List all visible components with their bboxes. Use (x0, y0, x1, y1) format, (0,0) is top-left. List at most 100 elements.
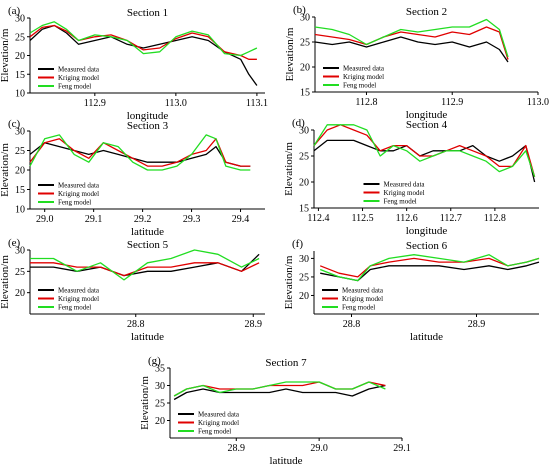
series-kriging-modelline (314, 26, 509, 60)
series-measured-dataline (314, 36, 509, 63)
legend-label: Feng model (343, 82, 376, 90)
legend-label: Feng model (384, 198, 417, 206)
legend-label: Kriging model (198, 419, 239, 427)
panel-label: (d) (292, 117, 305, 129)
x-tick-label: 28.9 (468, 319, 486, 330)
y-tick-label: 25 (155, 399, 165, 410)
panel-label: (e) (8, 237, 21, 249)
series-measured-dataline (173, 384, 386, 401)
x-tick-label: 112.8 (484, 213, 506, 224)
chart-panel-1: 10 15 20 25 30 112.9 113.0 113.1 Section 1 (a) lon… (0, 5, 268, 122)
x-tick-label: 112.9 (84, 98, 106, 109)
x-axis-label: latitude (131, 331, 164, 343)
x-tick-label: 28.9 (245, 319, 263, 330)
chart-panel-6: 20 25 30 28.8 28.9 Section 6 (f) latitude Elevat… (283, 238, 540, 343)
x-tick-label: 28.8 (127, 319, 145, 330)
panel-label: (f) (292, 238, 303, 250)
x-tick-label: 113.1 (246, 98, 268, 109)
legend-label: Feng model (58, 83, 91, 91)
y-tick-label: 25 (15, 267, 25, 278)
y-tick-label: 20 (15, 51, 25, 62)
legend-label: Measured data (58, 66, 100, 74)
x-tick-label: 112.6 (396, 213, 418, 224)
panel-label: (b) (293, 4, 306, 16)
x-tick-label: 112.5 (351, 213, 373, 224)
legend-label: Kriging model (342, 295, 383, 303)
legend-label: Measured data (58, 287, 100, 295)
chart-panel-7: 20 25 30 35 28.9 29.0 29.1 Section 7 (g) latitude… (139, 355, 411, 467)
x-axis-label: latitude (131, 226, 164, 238)
y-tick-label: 25 (15, 32, 25, 43)
x-tick-label: 112.8 (355, 97, 377, 108)
legend-label: Feng model (198, 428, 231, 436)
x-tick-label: 112.4 (307, 213, 329, 224)
series-feng-modelline (29, 21, 258, 57)
x-tick-label: 29.1 (393, 443, 411, 454)
y-tick-label: 30 (155, 381, 165, 392)
y-tick-label: 20 (300, 63, 310, 74)
x-tick-label: 29.0 (310, 443, 328, 454)
panel-label: (g) (148, 355, 161, 367)
series-feng-modelline (173, 381, 386, 397)
x-tick-label: 29.0 (36, 214, 54, 225)
legend-label: Kriging model (384, 189, 425, 197)
chart-title: Section 1 (127, 7, 168, 19)
series-kriging-modelline (29, 24, 257, 60)
y-tick-label: 30 (15, 127, 25, 138)
x-axis-label: latitude (410, 331, 443, 343)
y-tick-label: 20 (15, 288, 25, 299)
series-feng-modelline (30, 249, 260, 281)
x-axis-label: longitude (127, 110, 169, 122)
chart-title: Section 5 (127, 239, 169, 251)
y-tick-label: 15 (299, 204, 309, 215)
series-kriging-modelline (30, 262, 260, 277)
y-axis-label: Elevation/m (0, 28, 11, 82)
x-axis-label: latitude (270, 455, 303, 467)
y-tick-label: 20 (299, 178, 309, 189)
y-axis-label: Elevation/m (0, 255, 11, 309)
series-feng-modelline (314, 18, 509, 58)
y-axis-label: Elevation/m (283, 255, 295, 309)
legend-label: Measured data (343, 65, 385, 73)
series-feng-modelline (319, 254, 540, 282)
y-tick-label: 30 (300, 13, 310, 24)
y-tick-label: 10 (15, 89, 25, 100)
chart-title: Section 3 (127, 120, 169, 132)
panel-label: (a) (8, 5, 21, 17)
chart-title: Section 4 (406, 119, 448, 131)
y-tick-label: 15 (15, 185, 25, 196)
panel-label: (c) (8, 118, 21, 130)
series-feng-modelline (29, 134, 251, 171)
legend-label: Kriging model (58, 295, 99, 303)
y-tick-label: 30 (15, 14, 25, 25)
legend-label: Feng model (58, 304, 91, 312)
chart-panel-2: 15 20 25 30 112.8 112.9 113.0 Section 2 (b) longi… (284, 4, 549, 121)
legend-label: Measured data (58, 182, 100, 190)
x-tick-label: 28.8 (343, 319, 361, 330)
series-measured-dataline (29, 142, 251, 167)
y-axis-label: Elevation/m (0, 143, 11, 197)
legend-label: Measured data (342, 287, 384, 295)
legend-label: Kriging model (58, 190, 99, 198)
chart-panel-5: 20 25 30 28.8 28.9 Section 5 (e) latitude Elevat… (0, 237, 265, 343)
y-tick-label: 15 (15, 70, 25, 81)
x-axis-label: longitude (406, 109, 448, 121)
y-tick-label: 10 (15, 205, 25, 216)
x-tick-label: 113.0 (165, 98, 187, 109)
y-tick-label: 20 (155, 416, 165, 427)
legend-label: Kriging model (343, 73, 384, 81)
y-axis-label: Elevation/m (283, 142, 295, 196)
x-tick-label: 112.9 (441, 97, 463, 108)
x-tick-label: 29.1 (85, 214, 103, 225)
x-tick-label: 29.2 (134, 214, 152, 225)
series-feng-modelline (313, 124, 536, 178)
y-tick-label: 20 (15, 166, 25, 177)
x-axis-label: longitude (406, 225, 448, 237)
legend-label: Feng model (58, 199, 91, 207)
legend-label: Kriging model (58, 74, 99, 82)
series-kriging-modelline (319, 257, 540, 278)
y-tick-label: 15 (300, 88, 310, 99)
y-tick-label: 20 (299, 291, 309, 302)
legend-label: Measured data (384, 181, 426, 189)
